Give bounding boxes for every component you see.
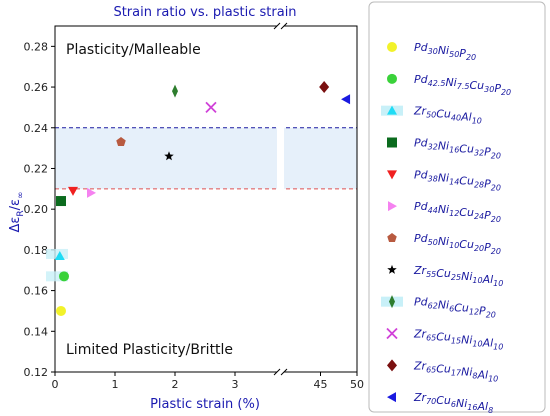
data-point-0 [56,305,66,316]
y-label-subscript-infinity: ∞ [16,191,26,199]
y-tick-label-3: 0.18 [24,244,49,257]
data-point-2 [54,250,65,260]
y-tick-label-1: 0.14 [24,325,49,338]
data-point-10 [319,81,330,94]
y-tick-label-4: 0.20 [24,203,49,216]
x-tick-label-0-3: 3 [232,378,239,391]
legend-label-9: Zr65Cu15Ni10Al10 [413,328,503,352]
legend-marker-4 [387,170,397,180]
legend-marker-6 [387,233,397,243]
data-point-8 [172,84,178,98]
x-tick-label-1-1: 50 [350,378,364,391]
shaded-band [55,127,357,189]
legend-label-2: Zr50Cu40Al10 [413,105,482,126]
y-label-slash-epsilon: /ε [8,199,23,210]
legend-marker-1 [387,73,397,84]
legend-frame [368,1,546,413]
axis-break-mark-0 [273,22,281,30]
y-tick-label-8: 0.28 [24,40,49,53]
annotation-limited-plasticity: Limited Plasticity/Brittle [66,342,233,358]
y-label-delta-epsilon: Δε [8,217,23,233]
highlight-patch-1 [46,271,68,282]
legend-marker-2 [387,105,397,115]
annotation-plasticity: Plasticity/Malleable [66,42,201,58]
legend-marker-10 [387,359,397,372]
data-point-3 [56,196,66,207]
y-tick-label-7: 0.26 [24,81,49,94]
legend-label-4: Pd38Ni14Cu28P20 [414,168,501,192]
legend-marker-7 [387,264,397,274]
legend-label-1: Pd42.5Ni7.5Cu30P20 [414,73,511,97]
legend-label-8: Pd62Ni6Cu12P20 [414,296,496,320]
y-tick-label-5: 0.22 [24,162,49,175]
data-point-6 [116,137,126,147]
legend-marker-0 [387,42,397,52]
data-point-7 [164,151,174,161]
x-tick-label-0-1: 1 [112,378,119,391]
legend-marker-9 [386,327,398,340]
axis-break-mark-2 [273,368,281,376]
right-axes-frame [284,25,358,373]
highlight-patch-0 [46,248,68,259]
legend-label-3: Pd32Ni16Cu32P20 [414,137,501,161]
x-tick-label-0-0: 0 [52,378,59,391]
axis-break-mark-1 [280,22,288,30]
legend-label-11: Zr70Cu6Ni16Al8 [413,391,493,415]
plot-area: 0.12 0.14 0.16 0.18 0.20 0.22 0.24 0.26 0.28 0 1 2 3… [24,22,364,391]
y-tick-label-0: 0.12 [24,366,49,379]
y-label-subscript-r: R [16,210,26,216]
legend: Pd30Ni50P20 Pd42.5Ni7.5Cu30P20 Zr50Cu40Al1… [368,1,546,415]
chart-title: Strain ratio vs. plastic strain [113,5,296,20]
data-point-4 [68,186,78,196]
axis-break-gap [277,24,284,374]
legend-label-6: Pd50Ni10Cu20P20 [414,232,501,256]
x-tick-label-0-2: 2 [172,378,179,391]
data-point-9 [205,101,217,114]
data-point-5 [87,187,96,198]
axis-break-mark-3 [280,368,288,376]
data-point-1 [59,271,69,282]
legend-label-10: Zr65Cu17Ni8Al10 [413,359,498,383]
y-tick-label-6: 0.24 [24,122,49,135]
legend-marker-11 [387,392,396,403]
legend-marker-3 [387,137,397,148]
x-axis-label: Plastic strain (%) [150,397,260,412]
legend-label-7: Zr55Cu25Ni10Al10 [413,264,503,288]
legend-label-5: Pd44Ni12Cu24P20 [414,200,501,224]
legend-marker-8 [389,295,395,309]
y-tick-label-2: 0.16 [24,285,49,298]
data-point-11 [341,94,351,105]
y-axis-label: ΔεR/ε∞ [8,191,26,232]
x-tick-label-1-0: 45 [314,378,328,391]
left-axes-frame [54,25,277,373]
legend-marker-5 [388,201,397,212]
legend-label-0: Pd30Ni50P20 [414,41,476,62]
